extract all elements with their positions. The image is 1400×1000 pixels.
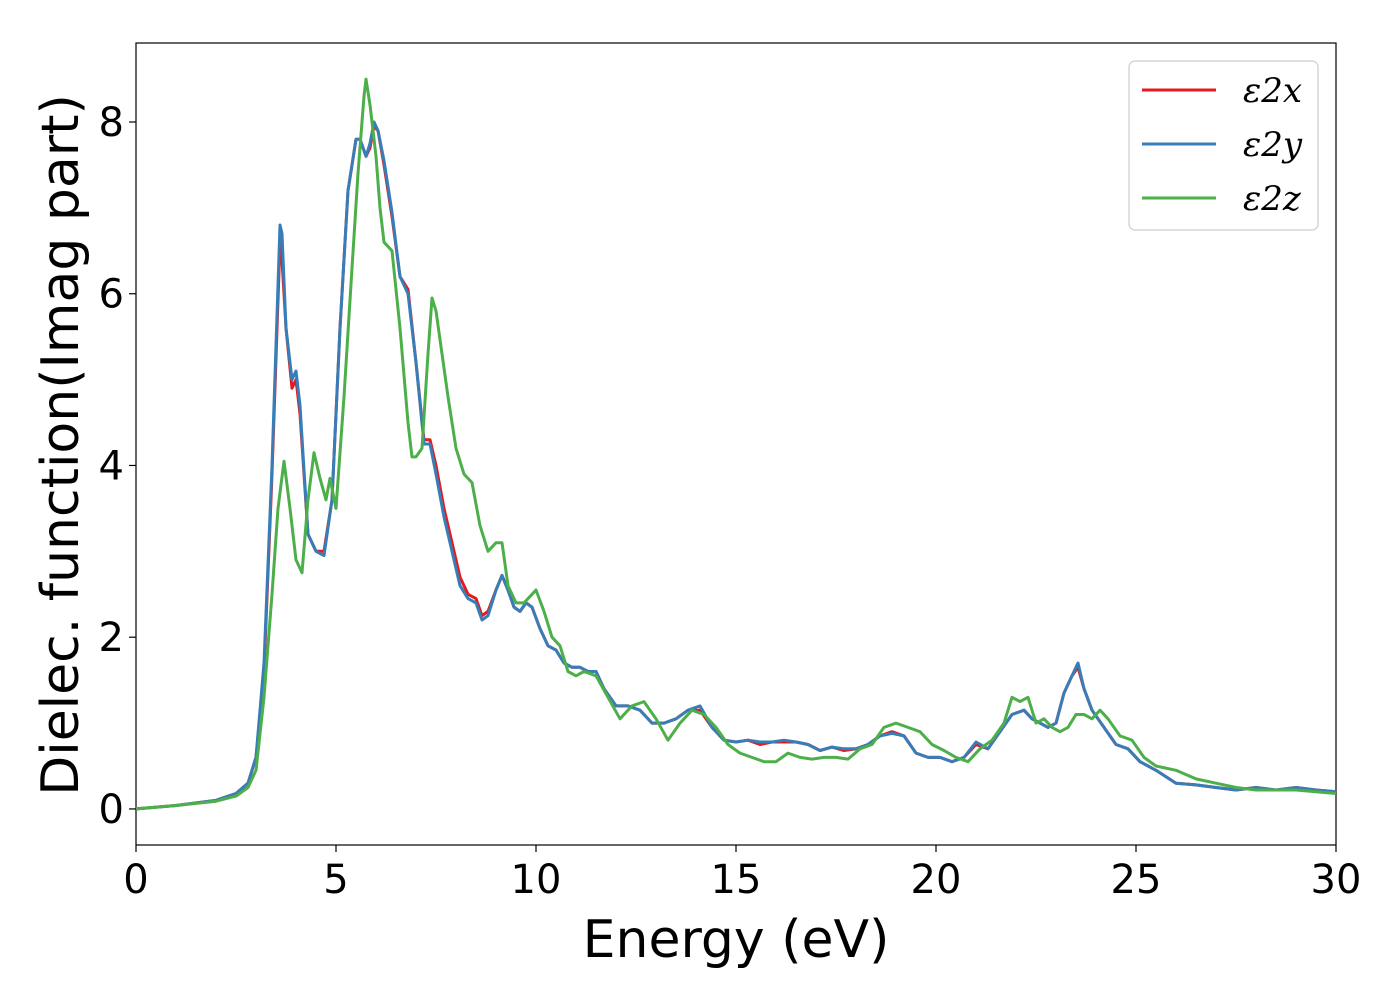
legend-label-0: ε2x (1243, 71, 1302, 111)
x-tick-label: 30 (1311, 857, 1362, 903)
x-tick-label: 10 (511, 857, 562, 903)
x-tick-label: 0 (123, 857, 148, 903)
series-line-1 (135, 120, 1337, 811)
legend-label-1: ε2y (1243, 125, 1303, 165)
x-axis: 0 5 10 15 20 25 30 (123, 845, 1361, 903)
legend-box (1128, 60, 1319, 231)
y-axis: 0 2 4 6 8 (99, 100, 136, 833)
x-axis-title: Energy (eV) (583, 910, 890, 970)
legend: ε2x ε2y ε2z (1128, 60, 1319, 231)
y-tick-label: 8 (99, 100, 124, 146)
y-tick-label: 6 (99, 272, 124, 318)
x-tick-label: 25 (1111, 857, 1162, 903)
x-tick-label: 20 (911, 857, 962, 903)
legend-label-2: ε2z (1243, 179, 1302, 219)
series-line-2 (135, 77, 1337, 811)
y-tick-label: 2 (99, 615, 124, 661)
x-tick-label: 5 (323, 857, 348, 903)
x-tick-label: 15 (711, 857, 762, 903)
y-tick-label: 0 (99, 787, 124, 833)
y-axis-title: Dielec. function(Imag part) (31, 94, 91, 796)
y-tick-label: 4 (99, 443, 124, 489)
series-layer (135, 77, 1337, 811)
